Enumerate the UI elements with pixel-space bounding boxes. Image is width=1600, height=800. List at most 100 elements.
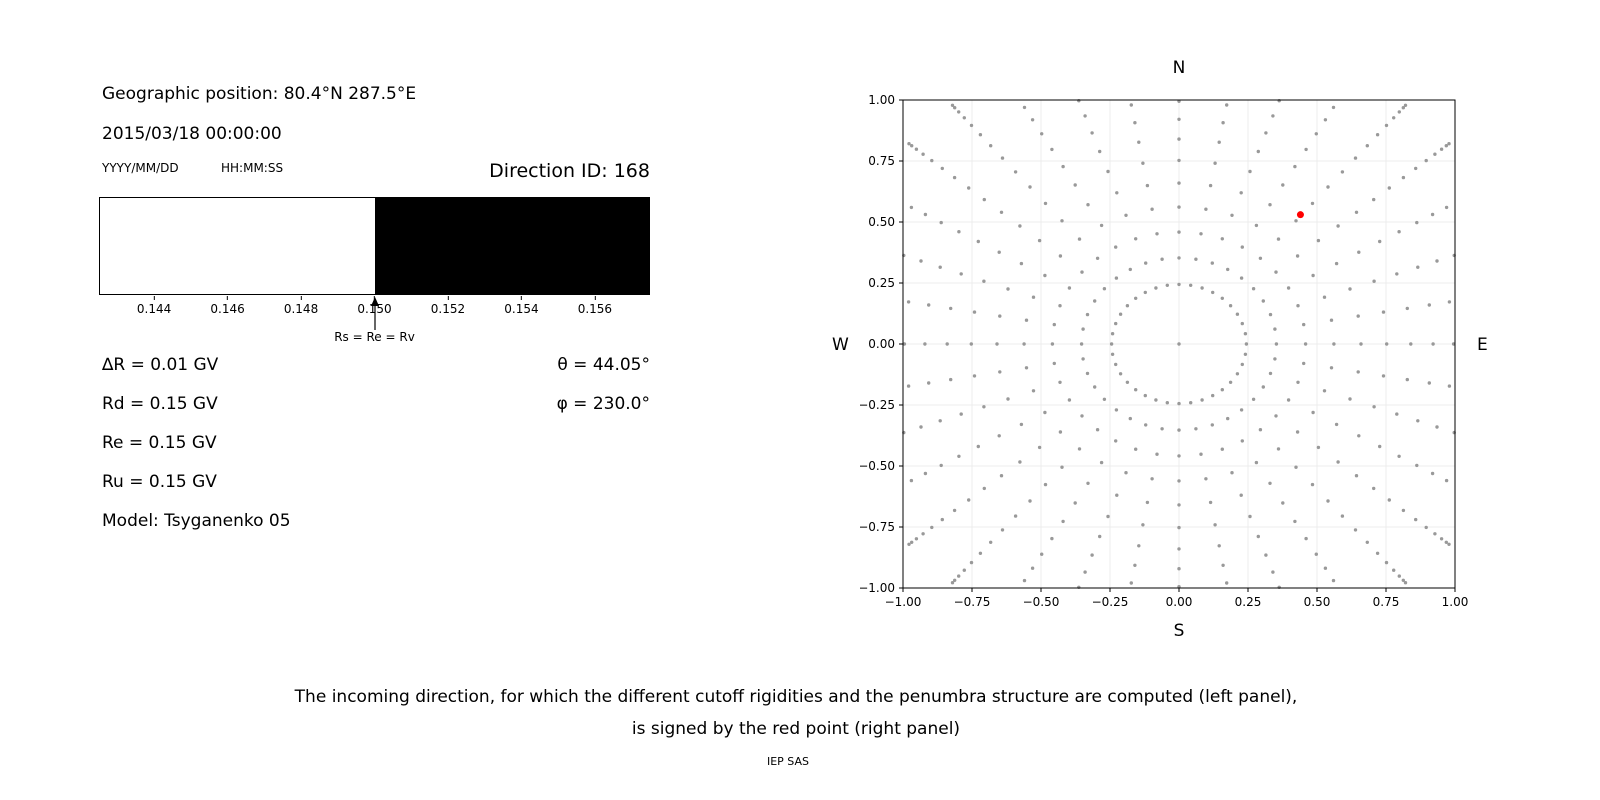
direction-dot — [1024, 318, 1029, 322]
direction-dot — [1447, 542, 1451, 546]
direction-dot — [1264, 553, 1268, 557]
direction-dot — [1365, 540, 1369, 544]
direction-dot — [1220, 388, 1224, 392]
direction-dot — [923, 212, 928, 217]
direction-dot — [1022, 578, 1027, 583]
direction-dot — [1000, 528, 1005, 532]
direction-dot — [1114, 245, 1118, 249]
direction-dot — [1052, 361, 1056, 366]
direction-dot — [1268, 481, 1272, 485]
direction-dot — [1095, 428, 1100, 432]
direction-dot — [1143, 393, 1147, 398]
direction-dot — [1243, 332, 1248, 336]
direction-dot — [1375, 133, 1380, 137]
direction-dot — [1314, 132, 1318, 136]
direction-dot — [1331, 105, 1336, 110]
direction-dot — [1378, 444, 1382, 449]
direction-dot — [1293, 519, 1297, 524]
direction-dot — [972, 374, 977, 378]
direction-dot — [1314, 552, 1318, 556]
direction-dot — [1378, 239, 1382, 244]
direction-dot — [1067, 398, 1072, 402]
direction-dot — [1293, 164, 1297, 169]
direction-dot — [1217, 140, 1221, 144]
direction-dot — [1392, 116, 1396, 120]
direction-dot — [1080, 414, 1084, 418]
direction-dot — [1401, 508, 1406, 513]
direction-dot — [1177, 479, 1181, 483]
direction-dot — [1286, 398, 1291, 402]
direction-dot — [1331, 578, 1336, 583]
direction-dot — [1365, 144, 1369, 148]
direction-dot — [1085, 371, 1090, 376]
angle-text: θ = 44.05° — [557, 355, 650, 375]
direction-dot — [1013, 170, 1018, 174]
direction-dot — [998, 314, 1002, 318]
direction-dot — [1194, 257, 1198, 261]
direction-dot — [1080, 270, 1084, 274]
direction-dot — [939, 463, 943, 468]
direction-dot — [969, 123, 974, 128]
direction-dot — [1083, 114, 1087, 118]
direction-dot — [1177, 342, 1181, 346]
direction-dot — [1043, 482, 1048, 487]
direction-dot — [957, 454, 961, 458]
direction-dot — [1235, 372, 1240, 376]
penumbra-tick: 0.150 — [357, 296, 392, 316]
x-tick-label: −1.00 — [885, 595, 922, 609]
direction-dot — [1323, 118, 1328, 122]
direction-dot — [938, 265, 942, 269]
selected-direction-point — [1296, 211, 1304, 219]
direction-dot — [940, 517, 944, 522]
param-text: Model: Tsyganenko 05 — [102, 511, 291, 531]
direction-dot — [1304, 536, 1308, 541]
direction-dot — [1106, 514, 1110, 519]
direction-dot — [1006, 287, 1010, 291]
direction-dot — [989, 540, 993, 544]
direction-dot — [1141, 161, 1145, 165]
direction-dot — [967, 498, 971, 502]
direction-dot — [1085, 312, 1090, 317]
direction-dot — [1037, 238, 1042, 243]
direction-dot — [1208, 183, 1213, 188]
direction-dot — [1204, 207, 1208, 211]
direction-dot — [1258, 428, 1263, 432]
direction-dot — [1177, 503, 1181, 507]
direction-dot — [1430, 471, 1435, 476]
param-text: Ru = 0.15 GV — [102, 472, 217, 492]
direction-dot — [1189, 401, 1193, 405]
direction-dot — [902, 342, 907, 346]
direction-dot — [1230, 213, 1234, 217]
direction-dot — [1447, 300, 1452, 304]
direction-dot — [1274, 414, 1278, 418]
direction-dot — [950, 581, 955, 585]
direction-dot — [906, 300, 911, 304]
compass-south-label: S — [1173, 621, 1185, 641]
direction-dot — [1018, 460, 1022, 464]
direction-dot — [1067, 286, 1072, 290]
direction-dot — [919, 425, 923, 429]
direction-dot — [1310, 482, 1315, 487]
penumbra-allowed-region — [100, 198, 375, 294]
direction-dot — [1332, 342, 1336, 346]
direction-dot — [1261, 385, 1265, 389]
direction-dot — [1030, 118, 1035, 122]
direction-dot — [1357, 434, 1361, 438]
direction-dot — [1316, 445, 1321, 450]
param-text: ∆R = 0.01 GV — [102, 355, 219, 375]
penumbra-x-axis: 0.144 0.146 0.148 0.150 0.152 0.154 0.156 — [99, 296, 650, 326]
direction-dot — [1155, 452, 1159, 456]
cutoff-arrow-label: Rs = Re = Rv — [334, 330, 415, 344]
direction-dot — [1294, 219, 1298, 223]
direction-dot — [1189, 283, 1193, 287]
penumbra-tick: 0.154 — [504, 296, 539, 316]
direction-dot — [1239, 493, 1243, 497]
penumbra-forbidden-region — [374, 198, 649, 294]
param-text: Re = 0.15 GV — [102, 433, 217, 453]
direction-dot — [907, 142, 911, 146]
direction-dot — [921, 152, 925, 156]
direction-dot — [1397, 574, 1401, 578]
direction-dot — [1213, 161, 1217, 165]
credit-label: IEP SAS — [766, 755, 810, 768]
direction-dot — [1416, 419, 1420, 423]
